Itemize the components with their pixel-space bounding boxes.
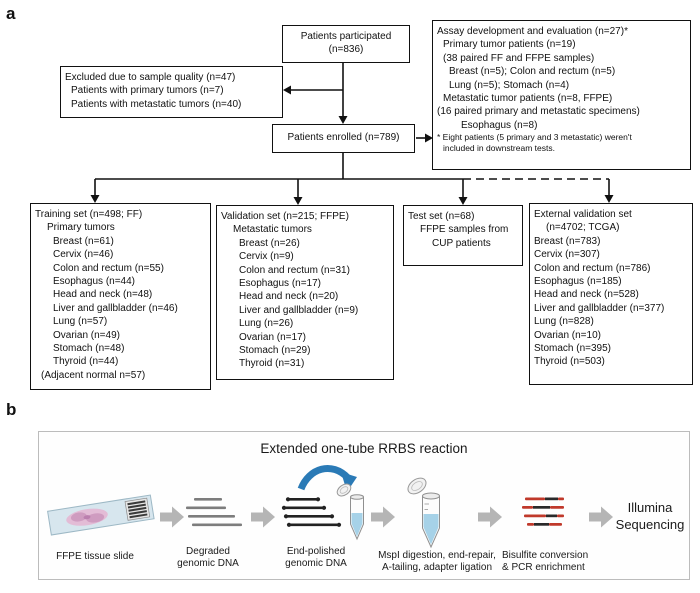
text-line: Thyroid (n=44) [53,356,119,368]
box-training-set: Training set (n=498; FF) Primary tumors Br… [30,203,211,390]
text-line: Test set (n=68) [408,211,475,222]
text-line: Training set (n=498; FF) [35,209,143,220]
text-line: Primary tumors [47,222,115,234]
text-line: Esophagus (n=17) [239,278,322,290]
text-line: Bisulfite conversion [502,550,589,561]
text-line: Head and neck (n=20) [239,291,339,303]
label-degraded-dna: Degraded genomic DNA [163,546,253,570]
text-line: Cervix (n=307) [534,249,600,261]
box-validation-set: Validation set (n=215; FFPE) Metastatic t… [216,205,394,380]
panel-a-label: a [6,4,16,23]
text-line: Stomach (n=48) [53,343,125,355]
text-line: FFPE tissue slide [56,551,134,562]
text-line: Esophagus (n=185) [534,276,622,288]
arrowhead-training [90,195,100,203]
box-test-set: Test set (n=68) FFPE samples from CUP pati… [403,205,523,266]
text-line: Breast (n=26) [239,237,300,249]
arrowhead-excluded [283,85,291,95]
text-line: Ovarian (n=49) [53,329,120,341]
text-line: Thyroid (n=503) [534,356,605,368]
box-excluded: Excluded due to sample quality (n=47) Pat… [60,66,283,118]
text-line: (Adjacent normal n=57) [41,369,146,381]
text-line: Assay development and evaluation (n=27)* [437,26,628,37]
text-line: * Eight patients (5 primary and 3 metast… [437,132,632,143]
text-line: Liver and gallbladder (n=377) [534,302,665,314]
label-bisulfite-conversion: Bisulfite conversion & PCR enrichment [502,550,622,574]
workflow-panel: Extended one-tube RRBS reaction [38,431,690,580]
panel-b-label: b [6,400,17,419]
text-line: Breast (n=783) [534,235,601,247]
text-line: Lung (n=26) [239,318,294,330]
text-line: End-polished [286,546,346,557]
text-line: Esophagus (n=8) [461,119,538,131]
text-line: Head and neck (n=48) [53,289,153,301]
text-line: Sequencing [615,516,685,532]
arrowhead-validation [293,197,303,205]
text-line: Illumina [627,500,673,515]
text-line: Lung (n=5); Stomach (n=4) [449,79,570,91]
text-line: A-tailing, adapter ligation [381,562,493,573]
text-line: Stomach (n=395) [534,343,611,355]
box-patients-enrolled: Patients enrolled (n=789) [272,124,415,153]
text-line: Lung (n=828) [534,316,594,328]
text-line: Metastatic tumor patients (n=8, FFPE) [443,93,613,105]
text-line: CUP patients [432,237,491,249]
workflow-title: Extended one-tube RRBS reaction [260,441,468,456]
text-line: Ovarian (n=10) [534,329,601,341]
text-line: Liver and gallbladder (n=46) [53,302,178,314]
text-line: Ovarian (n=17) [239,331,306,343]
text-line: included in downstream tests. [443,143,555,154]
text-line: Liver and gallbladder (n=9) [239,304,359,316]
text-line: (n=4702; TCGA) [546,222,620,234]
arrowhead-enrolled [338,116,348,124]
text-line: Patients with metastatic tumors (n=40) [71,98,242,110]
text-line: Colon and rectum (n=786) [534,262,651,274]
text-line: Esophagus (n=44) [53,276,136,288]
box-assay-development: Assay development and evaluation (n=27)*… [432,20,691,170]
text-line: Colon and rectum (n=31) [239,264,350,276]
text-line: Excluded due to sample quality (n=47) [65,72,236,83]
text-line: Cervix (n=9) [239,251,294,263]
box-external-validation-set: External validation set (n=4702; TCGA) Bre… [529,203,693,385]
text-line: Cervix (n=46) [53,249,114,261]
text-line: External validation set [534,209,632,220]
text-line: (n=836) [328,44,364,56]
text-line: Breast (n=61) [53,235,114,247]
text-line: (38 paired FF and FFPE samples) [443,52,595,64]
text-line: Thyroid (n=31) [239,358,305,370]
box-patients-participated: Patients participated (n=836) [282,25,410,63]
text-line: Patients with primary tumors (n=7) [71,85,224,97]
text-line: Breast (n=5); Colon and rectum (n=5) [449,66,616,78]
text-line: genomic DNA [285,558,347,569]
text-line: MspI digestion, end-repair, [378,550,496,561]
label-illumina-sequencing: Illumina Sequencing [600,500,700,533]
label-end-polished-dna: End-polished genomic DNA [267,546,365,570]
text-line: Stomach (n=29) [239,345,311,357]
text-line: Colon and rectum (n=55) [53,262,164,274]
text-line: Head and neck (n=528) [534,289,639,301]
text-line: FFPE samples from [420,224,509,236]
text-line: (16 paired primary and metastatic specim… [437,106,640,118]
label-mspi-digestion: MspI digestion, end-repair, A-tailing, ad… [367,550,507,574]
text-line: Validation set (n=215; FFPE) [221,211,349,222]
text-line: & PCR enrichment [502,562,585,573]
label-ffpe-tissue-slide: FFPE tissue slide [40,551,150,563]
text-line: Patients enrolled (n=789) [287,132,400,143]
text-line: Lung (n=57) [53,316,108,328]
arrowhead-external [604,195,614,203]
arrowhead-test [458,197,468,205]
text-line: Degraded [186,546,230,557]
text-line: Primary tumor patients (n=19) [443,39,576,51]
text-line: Metastatic tumors [233,224,312,236]
text-line: Patients participated [300,31,392,42]
text-line: genomic DNA [177,558,239,569]
